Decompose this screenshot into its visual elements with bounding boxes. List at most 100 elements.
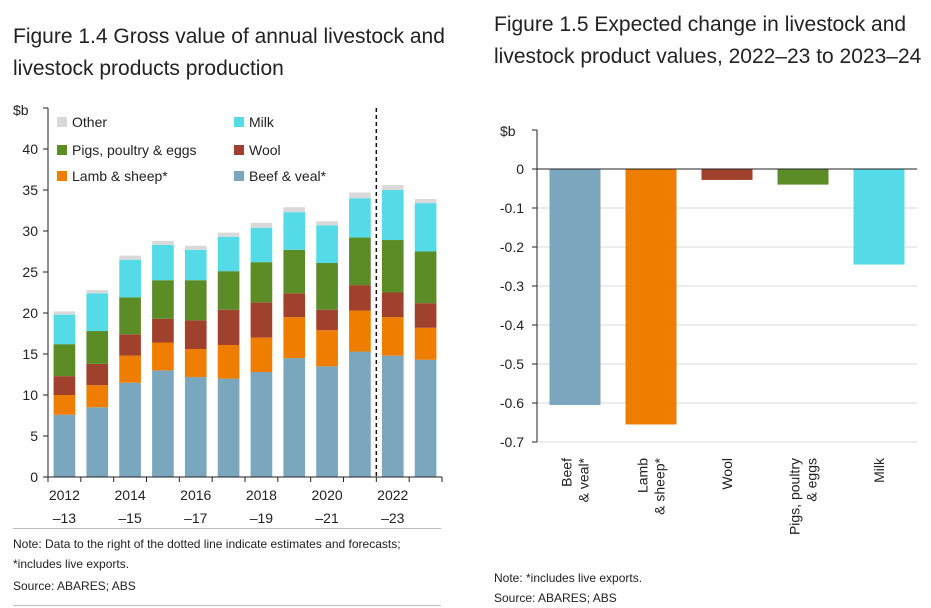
bar-segment-beef [152, 370, 174, 477]
left-y-tick-label: 25 [22, 264, 38, 280]
bar-segment-wool [316, 309, 338, 331]
bar-segment-beef [119, 382, 141, 477]
bar-segment-lamb [250, 337, 273, 373]
bar-segment-beef [381, 355, 404, 477]
left-x-tick-label-year: 2022 [377, 487, 408, 503]
legend-swatch-other [57, 117, 67, 127]
bar-segment-wool [86, 363, 109, 386]
bar-segment-other [53, 311, 76, 315]
bar-segment-pigs [217, 271, 240, 310]
figure-1-4-source: Source: ABARES; ABS [13, 579, 136, 593]
left-y-tick-label: 5 [30, 428, 38, 444]
bar-segment-pigs [250, 262, 273, 303]
bar-segment-lamb [119, 355, 141, 383]
bar-segment-other [152, 240, 174, 245]
figure-1-4-note: Note: Data to the right of the dotted li… [13, 537, 401, 571]
bar-segment-other [250, 222, 273, 228]
right-x-category-label: Beef [559, 458, 575, 487]
bar-segment-milk [86, 293, 109, 332]
bar-segment-beef [184, 376, 207, 477]
bar-segment-wool [53, 376, 76, 395]
right-y-tick-label: -0.3 [500, 278, 524, 294]
bar-segment-beef [217, 378, 240, 477]
legend-swatch-milk [234, 117, 244, 127]
bar-segment-lamb [152, 342, 174, 371]
bar-segment-other [381, 185, 404, 190]
bar-segment-lamb [349, 310, 371, 352]
bar-segment-lamb [184, 349, 207, 377]
legend-swatch-beef [234, 171, 244, 181]
bar-segment-pigs [184, 280, 207, 321]
right-y-tick-label: -0.7 [500, 434, 524, 450]
bar-segment-lamb [414, 327, 437, 360]
left-y-tick-label: 40 [22, 141, 38, 157]
bar-segment-other [217, 232, 240, 237]
bar-segment-pigs [414, 251, 437, 304]
right-x-category-label: Lamb [635, 458, 651, 493]
legend-label-wool: Wool [249, 142, 281, 158]
bar-segment-pigs [53, 344, 76, 377]
left-y-tick-label: 20 [22, 305, 38, 321]
legend-swatch-pigs [57, 145, 67, 155]
left-x-tick-label-year: 2018 [246, 487, 277, 503]
bar-segment-lamb [217, 344, 240, 379]
right-x-category-label: Wool [719, 458, 735, 490]
right-x-category-label: & sheep* [652, 457, 668, 514]
figure-1-5-source: Source: ABARES; ABS [494, 591, 617, 605]
bar-segment-pigs [283, 249, 306, 294]
right-y-tick-label: 0 [516, 161, 524, 177]
bar-segment-milk [283, 212, 306, 250]
bar-segment-other [86, 290, 109, 294]
legend-label-pigs: Pigs, poultry & eggs [72, 142, 197, 158]
legend-label-milk: Milk [249, 114, 275, 130]
left-y-tick-label: 10 [22, 387, 38, 403]
bar-wool [701, 169, 753, 180]
legend-swatch-lamb [57, 171, 67, 181]
bar-segment-other [316, 221, 338, 226]
bar-segment-milk [349, 198, 371, 238]
bar-segment-milk [250, 227, 273, 263]
left-y-tick-label: 0 [30, 469, 38, 485]
bar-segment-wool [381, 292, 404, 318]
bar-segment-beef [53, 414, 76, 477]
bar-segment-wool [119, 334, 141, 356]
bar-segment-pigs [349, 237, 371, 286]
bar-segment-pigs [316, 262, 338, 310]
bar-segment-other [184, 245, 207, 250]
figure-1-4-title: Figure 1.4 Gross value of annual livesto… [13, 25, 445, 80]
left-x-tick-label-year: 2016 [180, 487, 211, 503]
bar-segment-beef [250, 372, 273, 477]
bar-beef [549, 169, 601, 405]
left-x-tick-label-year: 2012 [49, 487, 80, 503]
bar-segment-pigs [86, 331, 109, 364]
left-x-tick-label-suffix: –23 [381, 510, 405, 526]
left-y-tick-label: 15 [22, 346, 38, 362]
bar-segment-milk [316, 225, 338, 263]
bar-segment-wool [217, 309, 240, 345]
left-x-tick-label-suffix: –21 [315, 510, 339, 526]
bar-segment-milk [381, 190, 404, 241]
left-x-tick-label-suffix: –17 [184, 510, 208, 526]
bar-segment-lamb [86, 385, 109, 408]
right-x-category-label: & eggs [804, 458, 820, 502]
bar-segment-beef [349, 351, 371, 477]
bar-segment-beef [283, 358, 306, 477]
bar-segment-lamb [283, 317, 306, 359]
bar-segment-other [414, 199, 437, 204]
bar-segment-pigs [119, 297, 141, 335]
bar-segment-pigs [152, 280, 174, 319]
figure-1-4-divider-rule [13, 528, 441, 529]
legend-label-beef: Beef & veal* [249, 168, 327, 184]
right-y-axis-label: $b [500, 123, 516, 139]
bar-segment-other [283, 207, 306, 213]
legend-label-lamb: Lamb & sheep* [72, 168, 168, 184]
bar-segment-pigs [381, 240, 404, 293]
left-x-tick-label-suffix: –13 [53, 510, 77, 526]
bar-segment-wool [283, 293, 306, 318]
bar-pigs [777, 169, 829, 185]
right-x-category-label: Milk [871, 457, 887, 483]
bar-segment-wool [349, 285, 371, 311]
bar-lamb [625, 169, 677, 425]
figure-1-4-bottom-rule [13, 605, 441, 606]
